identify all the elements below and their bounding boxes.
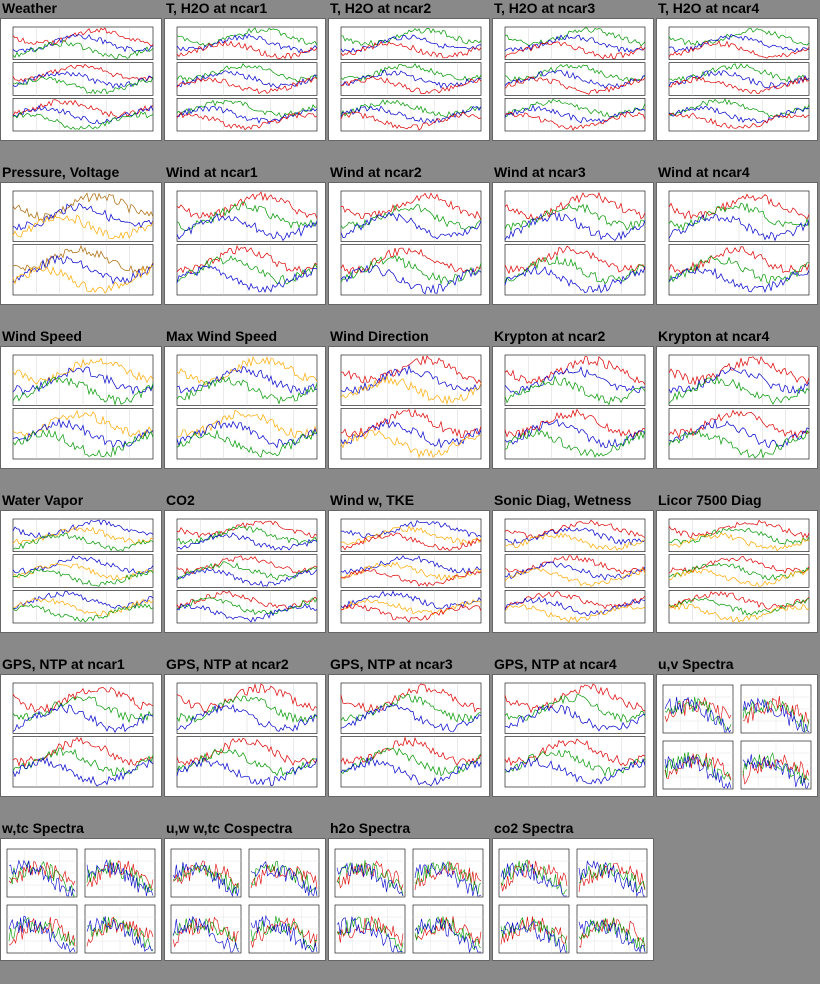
plot-thumbnail-gps-ntp-at-ncar2[interactable] xyxy=(164,674,326,797)
plot-thumbnail-wind-w-tke[interactable] xyxy=(328,510,490,633)
plot-thumbnail-image xyxy=(504,190,646,296)
plot-thumbnail-t-h2o-at-ncar3[interactable] xyxy=(492,18,654,141)
plot-thumbnail-wind-at-ncar1[interactable] xyxy=(164,182,326,305)
plot-thumbnail-u-w-w-tc-cospectra[interactable] xyxy=(164,838,326,961)
plot-thumbnail-image xyxy=(176,190,318,296)
plot-thumbnail-wind-direction[interactable] xyxy=(328,346,490,469)
plot-thumbnail-image xyxy=(668,26,810,132)
plot-thumbnail-wind-at-ncar2[interactable] xyxy=(328,182,490,305)
plot-thumbnail-image xyxy=(668,518,810,624)
plot-title: CO2 xyxy=(166,492,195,508)
plot-title: GPS, NTP at ncar4 xyxy=(494,656,617,672)
plot-thumbnail-image xyxy=(12,354,154,460)
plot-thumbnail-gps-ntp-at-ncar1[interactable] xyxy=(0,674,162,797)
plot-title: u,v Spectra xyxy=(658,656,734,672)
plot-thumbnail-image xyxy=(668,190,810,296)
plot-thumbnail-t-h2o-at-ncar4[interactable] xyxy=(656,18,818,141)
plot-thumbnail-image xyxy=(340,354,482,460)
plot-title: h2o Spectra xyxy=(330,820,411,836)
plot-thumbnail-image xyxy=(504,354,646,460)
plot-thumbnail-image xyxy=(12,190,154,296)
plot-thumbnail-image xyxy=(504,518,646,624)
plot-thumbnail-image xyxy=(6,848,156,954)
plot-title: Weather xyxy=(2,0,57,16)
plot-title: Wind w, TKE xyxy=(330,492,415,508)
plot-thumbnail-t-h2o-at-ncar2[interactable] xyxy=(328,18,490,141)
plot-thumbnail-image xyxy=(504,26,646,132)
plot-title: T, H2O at ncar1 xyxy=(166,0,268,16)
plot-thumbnail-max-wind-speed[interactable] xyxy=(164,346,326,469)
plot-thumbnail-image xyxy=(12,518,154,624)
plot-title: Wind Direction xyxy=(330,328,429,344)
plot-thumbnail-image xyxy=(176,682,318,788)
plot-title: Licor 7500 Diag xyxy=(658,492,762,508)
plot-title: GPS, NTP at ncar3 xyxy=(330,656,453,672)
plot-title: Sonic Diag, Wetness xyxy=(494,492,632,508)
plot-thumbnail-krypton-at-ncar4[interactable] xyxy=(656,346,818,469)
plot-thumbnail-image xyxy=(662,684,812,790)
plot-thumbnail-image xyxy=(340,682,482,788)
plot-thumbnail-image xyxy=(504,682,646,788)
plot-title: Wind at ncar2 xyxy=(330,164,422,180)
plot-thumbnail-image xyxy=(668,354,810,460)
plot-thumbnail-licor-7500-diag[interactable] xyxy=(656,510,818,633)
plot-thumbnail-image xyxy=(12,26,154,132)
plot-title: Wind Speed xyxy=(2,328,82,344)
plot-thumbnail-co2[interactable] xyxy=(164,510,326,633)
plot-thumbnail-image xyxy=(340,26,482,132)
plot-thumbnail-wind-speed[interactable] xyxy=(0,346,162,469)
plot-title: Max Wind Speed xyxy=(166,328,278,344)
plot-title: Pressure, Voltage xyxy=(2,164,120,180)
plot-thumbnail-krypton-at-ncar2[interactable] xyxy=(492,346,654,469)
plot-title: GPS, NTP at ncar2 xyxy=(166,656,289,672)
plot-thumbnail-image xyxy=(12,682,154,788)
plot-title: Wind at ncar3 xyxy=(494,164,586,180)
plot-thumbnail-h2o-spectra[interactable] xyxy=(328,838,490,961)
plot-thumbnail-image xyxy=(340,190,482,296)
plot-thumbnail-t-h2o-at-ncar1[interactable] xyxy=(164,18,326,141)
plot-title: Wind at ncar1 xyxy=(166,164,258,180)
plot-thumbnail-wind-at-ncar4[interactable] xyxy=(656,182,818,305)
plot-thumbnail-image xyxy=(340,518,482,624)
plot-thumbnail-image xyxy=(498,848,648,954)
plot-title: w,tc Spectra xyxy=(2,820,84,836)
plot-thumbnail-u-v-spectra[interactable] xyxy=(656,674,818,797)
plot-thumbnail-weather[interactable] xyxy=(0,18,162,141)
plot-title: Krypton at ncar4 xyxy=(658,328,770,344)
plot-thumbnail-image xyxy=(334,848,484,954)
plot-title: T, H2O at ncar3 xyxy=(494,0,596,16)
plot-thumbnail-sonic-diag-wetness[interactable] xyxy=(492,510,654,633)
plot-thumbnail-w-tc-spectra[interactable] xyxy=(0,838,162,961)
plot-thumbnail-image xyxy=(170,848,320,954)
plot-thumbnail-gps-ntp-at-ncar3[interactable] xyxy=(328,674,490,797)
plot-title: u,w w,tc Cospectra xyxy=(166,820,293,836)
plot-thumbnail-co2-spectra[interactable] xyxy=(492,838,654,961)
plot-thumbnail-wind-at-ncar3[interactable] xyxy=(492,182,654,305)
plot-title: Wind at ncar4 xyxy=(658,164,750,180)
plot-thumbnail-image xyxy=(176,518,318,624)
plot-thumbnail-image xyxy=(176,354,318,460)
plot-title: GPS, NTP at ncar1 xyxy=(2,656,125,672)
plot-thumbnail-water-vapor[interactable] xyxy=(0,510,162,633)
plot-title: co2 Spectra xyxy=(494,820,574,836)
plot-thumbnail-image xyxy=(176,26,318,132)
plot-title: Krypton at ncar2 xyxy=(494,328,606,344)
plot-thumbnail-pressure-voltage[interactable] xyxy=(0,182,162,305)
plot-title: T, H2O at ncar4 xyxy=(658,0,760,16)
plot-title: T, H2O at ncar2 xyxy=(330,0,432,16)
plot-thumbnail-gps-ntp-at-ncar4[interactable] xyxy=(492,674,654,797)
plot-title: Water Vapor xyxy=(2,492,84,508)
